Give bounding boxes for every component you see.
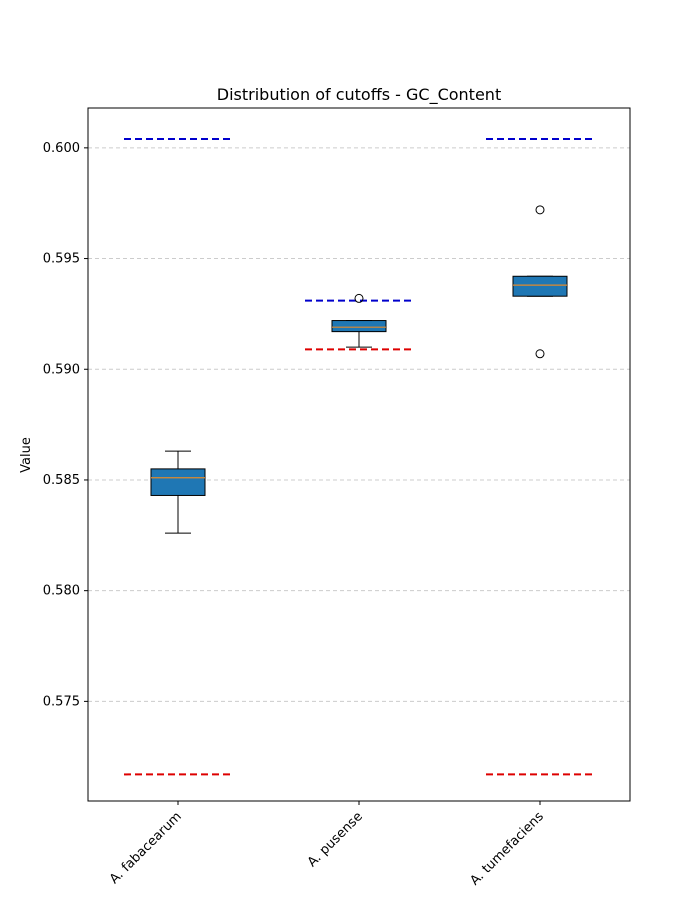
grid-layer — [88, 147, 630, 702]
box-rect-2 — [512, 275, 568, 297]
chart-title: Distribution of cutoffs - GC_Content — [217, 85, 501, 105]
plot-frame — [87, 107, 631, 802]
box-rect-1 — [331, 320, 387, 333]
outlier-point-2-0 — [535, 205, 545, 215]
y-tick-label-1: 0.580 — [43, 584, 80, 599]
box-group-0 — [150, 450, 206, 534]
axis-layer: 0.575 0.580 0.585 0.590 0.595 0.600 A. fabacea… — [43, 107, 631, 889]
y-tick-label-3: 0.590 — [43, 362, 80, 377]
x-tick-label-0: A. fabacearum — [107, 809, 185, 887]
x-tick-label-2: A. tumefaciens — [467, 809, 547, 889]
y-tick-label-5: 0.600 — [43, 141, 80, 156]
outlier-point-2-1 — [535, 349, 545, 359]
cutoff-layer — [124, 137, 594, 776]
box-layer — [150, 205, 568, 534]
outlier-point-1-0 — [354, 293, 364, 303]
box-rect-0 — [150, 468, 206, 496]
y-tick-label-0: 0.575 — [43, 694, 80, 709]
y-tick-label-4: 0.595 — [43, 252, 80, 267]
box-group-1 — [331, 293, 387, 348]
x-tick-label-1: A. pusense — [305, 809, 366, 870]
y-tick-label-2: 0.585 — [43, 473, 80, 488]
box-group-2 — [512, 205, 568, 359]
y-axis-label: Value — [19, 437, 34, 473]
